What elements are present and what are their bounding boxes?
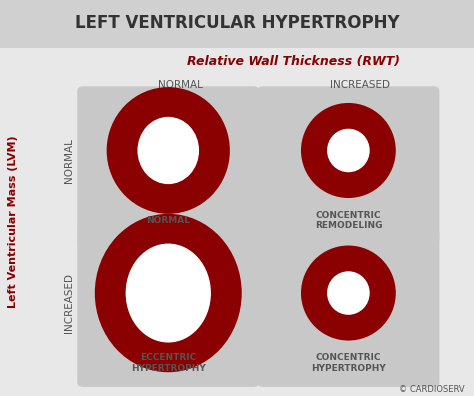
Text: INCREASED: INCREASED bbox=[64, 273, 74, 333]
Ellipse shape bbox=[95, 214, 242, 372]
Ellipse shape bbox=[137, 117, 199, 184]
Text: NORMAL: NORMAL bbox=[64, 138, 74, 183]
FancyBboxPatch shape bbox=[257, 229, 439, 387]
FancyBboxPatch shape bbox=[77, 229, 259, 387]
Text: CONCENTRIC
REMODELING: CONCENTRIC REMODELING bbox=[315, 211, 382, 230]
Text: Left Ventricular Mass (LVM): Left Ventricular Mass (LVM) bbox=[8, 135, 18, 308]
Text: NORMAL: NORMAL bbox=[146, 216, 190, 225]
Ellipse shape bbox=[126, 244, 211, 343]
Text: LEFT VENTRICULAR HYPERTROPHY: LEFT VENTRICULAR HYPERTROPHY bbox=[75, 14, 399, 32]
Ellipse shape bbox=[301, 246, 396, 341]
Ellipse shape bbox=[301, 103, 396, 198]
FancyBboxPatch shape bbox=[77, 86, 259, 244]
Ellipse shape bbox=[107, 87, 230, 214]
Text: NORMAL: NORMAL bbox=[158, 80, 202, 90]
Text: © CARDIOSERV: © CARDIOSERV bbox=[399, 385, 465, 394]
Ellipse shape bbox=[327, 271, 370, 315]
Text: Relative Wall Thickness (RWT): Relative Wall Thickness (RWT) bbox=[187, 55, 401, 68]
Ellipse shape bbox=[327, 129, 370, 172]
Text: CONCENTRIC
HYPERTROPHY: CONCENTRIC HYPERTROPHY bbox=[311, 353, 386, 373]
FancyBboxPatch shape bbox=[0, 0, 474, 48]
Text: INCREASED: INCREASED bbox=[330, 80, 390, 90]
Text: ECCENTRIC
HYPERTROPHY: ECCENTRIC HYPERTROPHY bbox=[131, 353, 206, 373]
FancyBboxPatch shape bbox=[257, 86, 439, 244]
